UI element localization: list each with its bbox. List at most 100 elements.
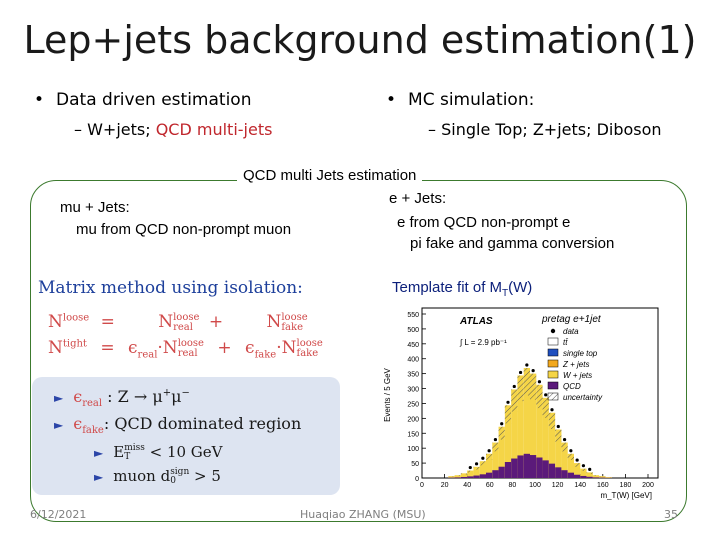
x-tick-label: 160 bbox=[597, 482, 609, 489]
y-tick-label: 500 bbox=[407, 327, 419, 334]
met-sub: T bbox=[124, 452, 131, 462]
legend-swatch-icon bbox=[547, 370, 559, 379]
stack-bar-qcd bbox=[517, 455, 524, 478]
d0-sub: 0 bbox=[170, 476, 176, 486]
stack-bar-wjets bbox=[504, 405, 512, 478]
stack-bar-uncertainty bbox=[548, 412, 556, 430]
eq-sub: real bbox=[173, 321, 193, 333]
triangle-bullet-icon: ► bbox=[54, 418, 64, 432]
data-point bbox=[481, 456, 485, 460]
panel-row-fake: ► ϵfake: QCD dominated region bbox=[54, 414, 301, 436]
template-fit-suffix: (W) bbox=[508, 279, 533, 296]
panel-text: μ bbox=[171, 387, 182, 406]
data-point bbox=[569, 449, 573, 453]
stack-bar-qcd bbox=[567, 472, 574, 478]
template-fit-label: Template fit of MT(W) bbox=[392, 279, 532, 299]
legend-swatch-icon bbox=[547, 348, 559, 357]
frame-title: QCD multi Jets estimation bbox=[237, 167, 423, 184]
slide-title: Lep+jets background estimation(1) bbox=[23, 18, 697, 62]
footer-date: 6/12/2021 bbox=[30, 508, 87, 521]
mu-jets-desc: mu from QCD non-prompt muon bbox=[76, 221, 292, 238]
stack-bar-uncertainty bbox=[517, 375, 524, 402]
footer-page-number: 35 bbox=[664, 508, 678, 521]
stack-bar-qcd bbox=[586, 476, 593, 478]
eq-n: N bbox=[158, 312, 174, 332]
legend-label: Z + jets bbox=[562, 360, 589, 369]
data-point bbox=[550, 408, 554, 412]
stack-bar-qcd bbox=[492, 470, 499, 478]
stack-bar-uncertainty bbox=[555, 429, 562, 442]
sub-text: W+jets; bbox=[87, 120, 156, 139]
eq-sub: real bbox=[177, 347, 198, 359]
legend-marker-icon bbox=[550, 328, 556, 334]
data-point bbox=[544, 393, 548, 397]
x-tick-label: 80 bbox=[509, 482, 517, 489]
data-point bbox=[562, 437, 567, 442]
stack-bar-wjets bbox=[467, 470, 474, 478]
stack-bar-qcd bbox=[574, 474, 581, 478]
stack-bar-uncertainty bbox=[567, 453, 574, 460]
stack-bar-wjets bbox=[561, 442, 568, 478]
x-tick-label: 100 bbox=[529, 482, 541, 489]
sub-bullet-data-driven: – W+jets; QCD multi-jets bbox=[74, 120, 272, 139]
sub-dash: – bbox=[74, 120, 82, 139]
equation-tight: Ntight = ϵreal·N loose real + ϵfake·N loose… bbox=[48, 338, 323, 360]
panel-text: > 5 bbox=[189, 467, 221, 485]
stack-bar-wjets bbox=[580, 468, 587, 478]
eq-sup: loose bbox=[281, 311, 308, 323]
eq-equals: = bbox=[100, 312, 115, 332]
panel-row-real: ► ϵreal : Z → μ+μ− bbox=[54, 387, 190, 409]
stack-bar-wjets bbox=[542, 397, 549, 478]
legend-swatch-icon bbox=[547, 337, 559, 346]
stack-bar-wjets bbox=[492, 442, 499, 478]
x-tick-label: 40 bbox=[463, 482, 471, 489]
stack-bar-wjets bbox=[517, 375, 524, 478]
triangle-bullet-icon: ► bbox=[54, 391, 64, 405]
data-point bbox=[512, 384, 516, 389]
x-tick-label: 200 bbox=[642, 482, 654, 489]
eq-eps: ϵ bbox=[245, 338, 255, 358]
stack-bar-qcd bbox=[561, 470, 568, 478]
legend-label: single top bbox=[563, 349, 598, 358]
eq-sup: loose bbox=[173, 311, 200, 323]
stack-bar-qcd bbox=[473, 475, 480, 478]
x-tick-label: 180 bbox=[620, 482, 632, 489]
stack-bar-wjets bbox=[498, 426, 505, 478]
stack-bar-uncertainty bbox=[586, 472, 593, 474]
triangle-bullet-icon: ► bbox=[94, 470, 104, 484]
stack-bar-wjets bbox=[523, 368, 530, 478]
bullet-marker: • bbox=[386, 90, 397, 110]
mu-jets-heading: mu + Jets: bbox=[60, 199, 130, 216]
stack-bar-uncertainty bbox=[536, 384, 543, 409]
stack-bar-qcd bbox=[530, 455, 537, 478]
eq-equals: = bbox=[100, 338, 115, 358]
y-tick-label: 400 bbox=[407, 357, 419, 364]
stack-bar-qcd bbox=[486, 472, 493, 478]
data-point bbox=[518, 370, 523, 375]
stack-bar-wjets bbox=[454, 475, 461, 478]
y-tick-label: 50 bbox=[411, 461, 419, 468]
atlas-label: ATLAS bbox=[459, 316, 493, 327]
stack-bar-uncertainty bbox=[592, 475, 600, 476]
stack-bar-qcd bbox=[467, 476, 474, 478]
data-point bbox=[474, 462, 479, 466]
stack-bar-wjets bbox=[448, 476, 455, 478]
eq-sub: real bbox=[137, 349, 158, 361]
eps-sub: real bbox=[82, 398, 103, 410]
x-tick-label: 140 bbox=[574, 482, 586, 489]
stack-bar-wjets bbox=[586, 472, 593, 478]
legend-label: data bbox=[563, 327, 579, 336]
legend-swatch-icon bbox=[547, 381, 559, 390]
eq-sup: loose bbox=[296, 337, 323, 349]
e-jets-desc-2: pi fake and gamma conversion bbox=[410, 235, 615, 252]
stack-bar-qcd bbox=[542, 460, 549, 478]
x-tick-label: 20 bbox=[441, 482, 449, 489]
data-point bbox=[468, 465, 472, 470]
matrix-method-heading: Matrix method using isolation: bbox=[38, 278, 303, 298]
stack-bar-uncertainty bbox=[454, 475, 461, 476]
eq-sub: fake bbox=[296, 347, 319, 359]
bullet-data-driven: • Data driven estimation bbox=[34, 90, 251, 110]
eq-n: ·N bbox=[276, 338, 297, 358]
